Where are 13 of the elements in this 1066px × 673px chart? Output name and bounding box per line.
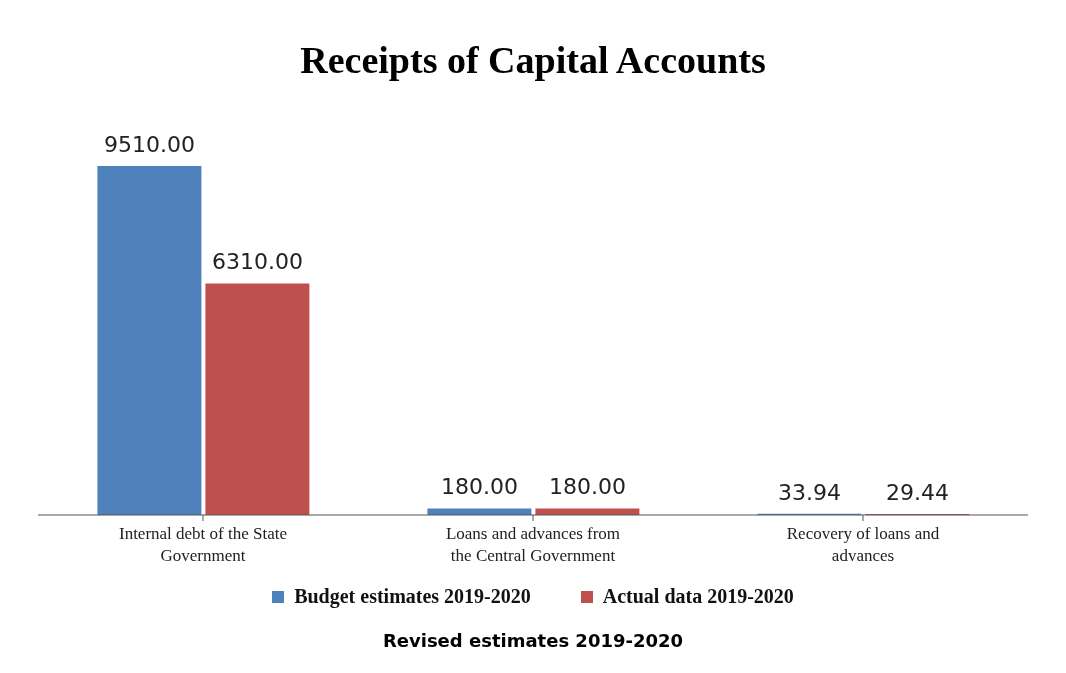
- chart-title: Receipts of Capital Accounts: [299, 38, 767, 83]
- x-tick-label: Internal debt of the State Government: [118, 524, 288, 565]
- x-tick-label: Loans and advances from the Central Government: [445, 524, 621, 565]
- legend-label: Actual data 2019-2020: [601, 585, 794, 608]
- data-label: 29.44: [885, 479, 949, 505]
- data-label: 9510.00: [103, 131, 195, 157]
- data-label: 33.94: [777, 479, 841, 505]
- data-label: 180.00: [548, 474, 626, 500]
- data-label: 6310.00: [211, 249, 303, 275]
- x-tick-label: Recovery of loans and advances: [786, 524, 940, 565]
- legend-label: Budget estimates 2019-2020: [293, 585, 531, 608]
- text: Revised estimates 2019-2020: [381, 630, 685, 651]
- data-label: 180.00: [440, 474, 518, 500]
